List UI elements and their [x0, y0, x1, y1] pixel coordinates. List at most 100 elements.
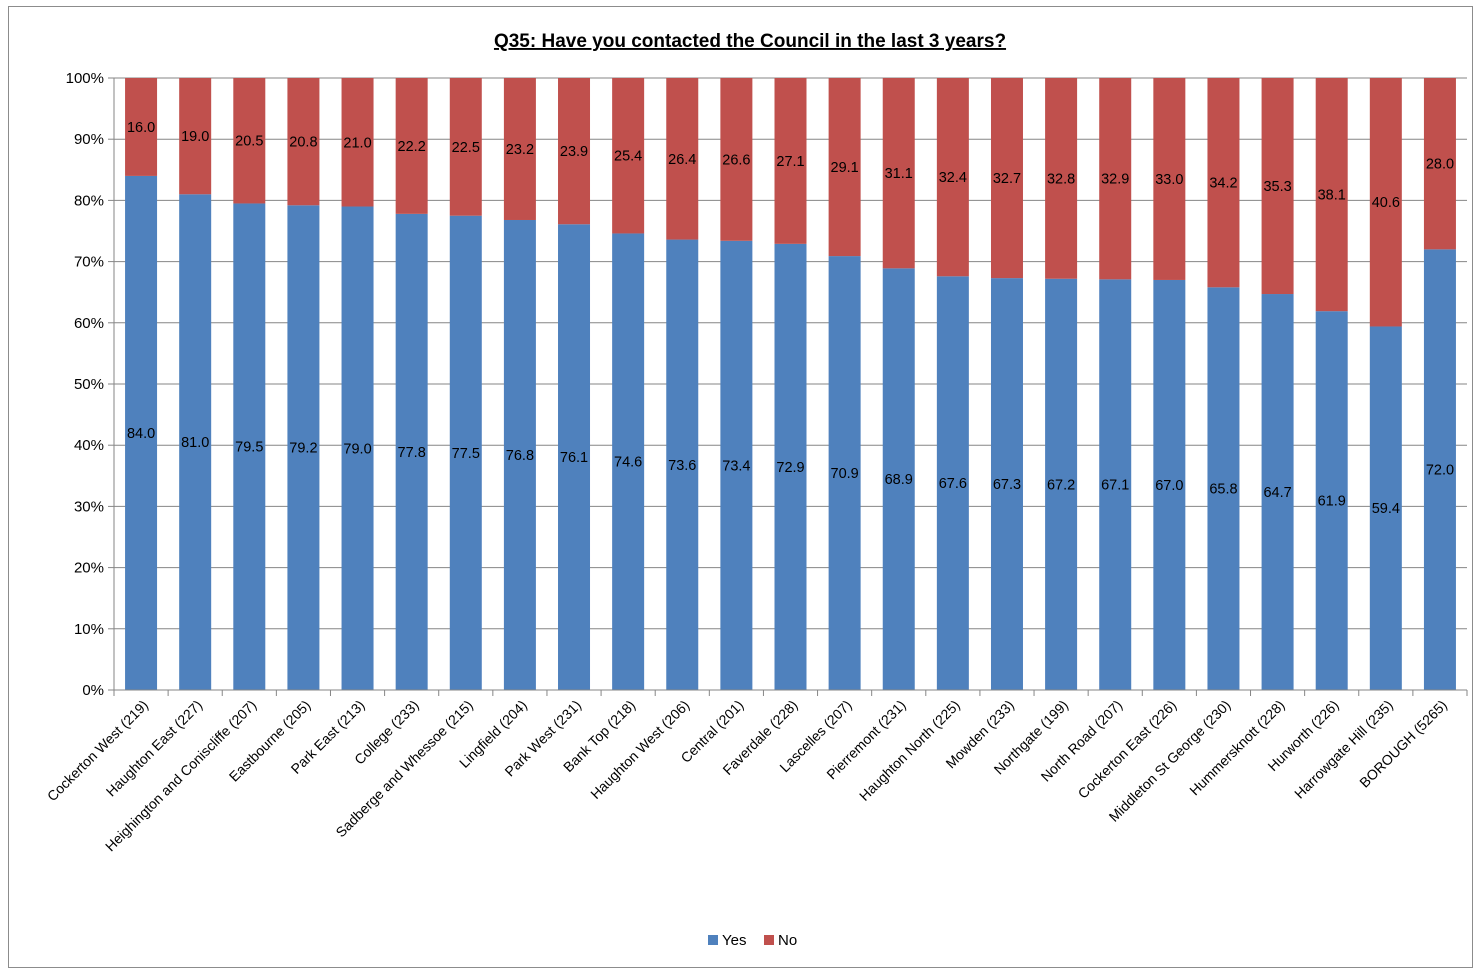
- bar-yes: [1099, 279, 1132, 690]
- data-label-no: 32.9: [1101, 172, 1129, 188]
- x-category-label: Cockerton West (219): [44, 697, 151, 804]
- bar-no: [1099, 78, 1132, 280]
- data-label-yes: 84.0: [127, 426, 155, 442]
- bar-yes: [1045, 278, 1078, 690]
- legend: Yes No: [708, 932, 797, 949]
- y-tick-label: 0%: [82, 682, 104, 699]
- data-label-no: 35.3: [1263, 179, 1291, 195]
- y-tick-label: 60%: [74, 315, 104, 332]
- data-label-yes: 81.0: [181, 435, 209, 451]
- y-tick-label: 40%: [74, 437, 104, 454]
- data-label-no: 32.8: [1047, 171, 1075, 187]
- data-label-no: 26.6: [722, 152, 750, 168]
- bar-yes: [558, 224, 591, 690]
- data-label-no: 32.7: [993, 171, 1021, 187]
- bar-yes: [990, 278, 1023, 690]
- data-label-no: 26.4: [668, 152, 696, 168]
- data-label-no: 40.6: [1372, 195, 1400, 211]
- x-category-label: Hummersknott (228): [1186, 697, 1288, 799]
- y-axis-ticks: 0% 10% 20% 30% 40% 50% 60% 70% 80% 90% 100%: [66, 70, 114, 699]
- y-tick-label: 70%: [74, 254, 104, 271]
- data-label-yes: 65.8: [1209, 482, 1237, 498]
- y-tick-label: 20%: [74, 560, 104, 577]
- legend-swatch-no: [764, 935, 774, 945]
- axes: [113, 78, 1468, 696]
- data-label-yes: 67.3: [993, 477, 1021, 493]
- data-label-no: 25.4: [614, 149, 642, 165]
- bar-no: [1045, 78, 1078, 279]
- data-label-yes: 79.2: [289, 441, 317, 457]
- y-tick-label: 10%: [74, 621, 104, 638]
- data-label-no: 16.0: [127, 120, 155, 136]
- bar-no: [449, 78, 482, 216]
- data-label-yes: 72.9: [776, 460, 804, 476]
- bar-no: [233, 78, 266, 204]
- data-label-no: 20.5: [235, 134, 263, 150]
- bar-no: [1315, 78, 1348, 312]
- data-label-yes: 67.2: [1047, 477, 1075, 493]
- bar-yes: [720, 240, 753, 691]
- bar-yes: [179, 194, 212, 690]
- bar-no: [1423, 78, 1456, 250]
- data-label-no: 31.1: [885, 166, 913, 182]
- bar-no: [125, 78, 158, 176]
- data-label-no: 19.0: [181, 129, 209, 145]
- y-tick-label: 80%: [74, 192, 104, 209]
- bar-yes: [341, 206, 374, 690]
- bar-yes: [828, 256, 861, 690]
- x-category-label: Cockerton East (226): [1075, 697, 1180, 802]
- bar-yes: [503, 219, 536, 690]
- bar-yes: [666, 239, 699, 690]
- y-tick-label: 90%: [74, 131, 104, 148]
- bar-yes: [395, 213, 428, 690]
- bar-no: [936, 78, 969, 277]
- bar-no: [1369, 78, 1402, 327]
- x-category-label: Harrowgate Hill (235): [1291, 697, 1396, 802]
- bar-no: [558, 78, 591, 225]
- bar-yes: [1261, 294, 1294, 690]
- x-axis-categories: Cockerton West (219)Haughton East (227) H…: [44, 697, 1450, 855]
- data-label-yes: 59.4: [1372, 501, 1400, 517]
- data-label-no: 22.5: [452, 140, 480, 156]
- data-label-yes: 73.4: [722, 458, 750, 474]
- data-label-yes: 70.9: [831, 466, 859, 482]
- bar-no: [828, 78, 861, 257]
- bar-no: [666, 78, 699, 240]
- bar-no: [287, 78, 320, 206]
- bar-no: [1207, 78, 1240, 288]
- bars: [125, 78, 1456, 691]
- legend-swatch-yes: [708, 935, 718, 945]
- data-label-yes: 73.6: [668, 458, 696, 474]
- data-label-no: 21.0: [343, 135, 371, 151]
- data-label-no: 23.2: [506, 142, 534, 158]
- y-tick-label: 100%: [66, 70, 104, 87]
- bar-yes: [1369, 326, 1402, 690]
- bar-no: [612, 78, 645, 234]
- bar-no: [395, 78, 428, 214]
- data-label-no: 38.1: [1318, 188, 1346, 204]
- bar-no: [882, 78, 915, 269]
- data-label-no: 28.0: [1426, 157, 1454, 173]
- data-label-no: 20.8: [289, 135, 317, 151]
- bar-yes: [936, 276, 969, 690]
- bar-no: [720, 78, 753, 241]
- data-label-no: 29.1: [831, 160, 859, 176]
- data-label-no: 32.4: [939, 170, 967, 186]
- data-label-yes: 72.0: [1426, 463, 1454, 479]
- bar-yes: [287, 205, 320, 690]
- data-label-no: 27.1: [776, 154, 804, 170]
- x-category-label: Haughton West (206): [587, 697, 692, 802]
- bar-no: [179, 78, 212, 195]
- bar-yes: [449, 215, 482, 690]
- data-label-no: 23.9: [560, 144, 588, 160]
- data-label-yes: 64.7: [1263, 485, 1291, 501]
- bar-yes: [125, 175, 158, 691]
- data-label-yes: 79.0: [343, 441, 371, 457]
- bar-yes: [1423, 249, 1456, 691]
- bar-yes: [774, 243, 807, 691]
- bar-yes: [1153, 279, 1186, 690]
- data-label-no: 22.2: [398, 139, 426, 155]
- bar-yes: [612, 233, 645, 690]
- chart-title: Q35: Have you contacted the Council in t…: [494, 31, 1006, 52]
